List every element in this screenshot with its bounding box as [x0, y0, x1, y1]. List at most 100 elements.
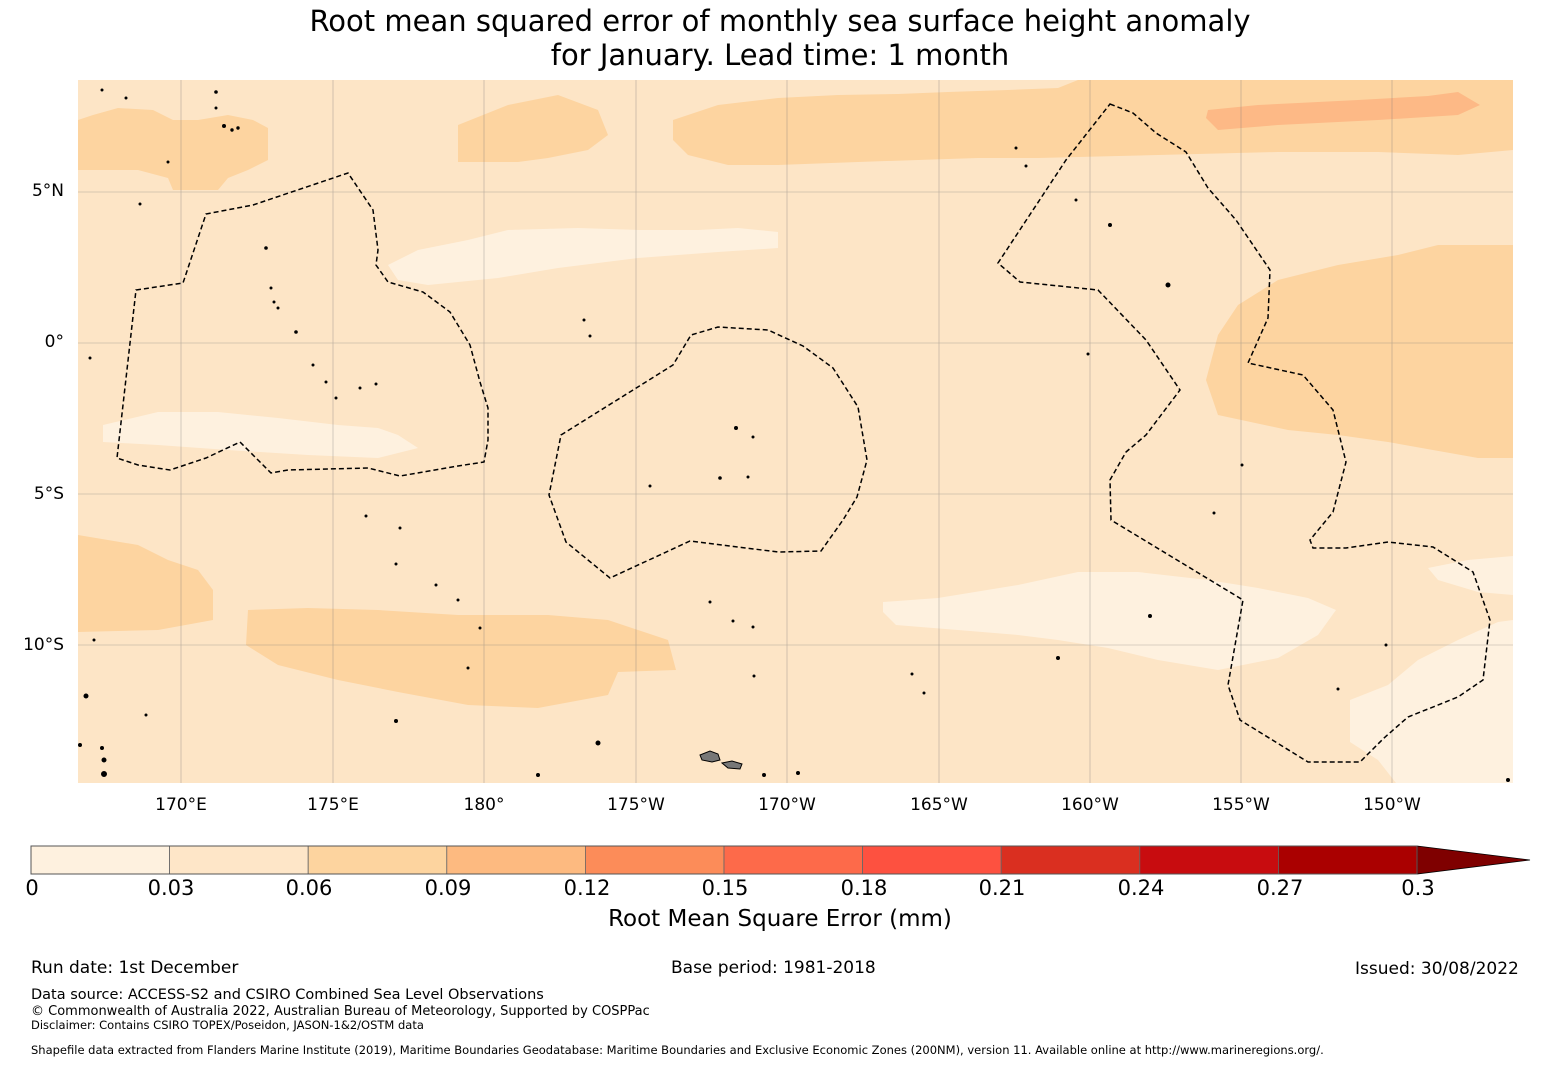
base-period: Base period: 1981-2018	[671, 958, 876, 978]
island	[214, 106, 218, 110]
colorbar-label: Root Mean Square Error (mm)	[608, 906, 952, 932]
island	[796, 771, 800, 775]
island	[374, 382, 378, 386]
colorbar-segment	[169, 845, 309, 875]
lon-label: 150°W	[1363, 795, 1421, 815]
eez-boundaries	[116, 103, 1491, 763]
island	[83, 693, 89, 699]
island	[230, 128, 234, 132]
island	[324, 380, 328, 384]
island	[272, 300, 276, 304]
island	[434, 583, 438, 587]
region-low-far-se	[1350, 620, 1513, 783]
region-hotspot-ne	[1206, 92, 1480, 130]
region-north-east	[673, 80, 1513, 165]
island	[236, 126, 240, 130]
shapefile-credit: Shapefile data extracted from Flanders M…	[31, 1043, 1324, 1057]
eez-tuvalu-tokelau	[548, 326, 868, 579]
colorbar-segment	[585, 845, 725, 875]
island	[294, 330, 298, 334]
run-date: Run date: 1st December	[31, 958, 239, 978]
island	[718, 476, 722, 480]
colorbar-segment	[307, 845, 448, 875]
island	[92, 638, 96, 642]
island	[1240, 463, 1244, 467]
colorbar-segment	[1139, 845, 1279, 875]
colorbar-segment	[1000, 845, 1141, 875]
rmse-map	[78, 80, 1513, 783]
region-low-southeast	[883, 572, 1336, 670]
title-line-2: for January. Lead time: 1 month	[550, 38, 1010, 72]
colorbar-extension-arrow	[1416, 845, 1531, 875]
data-source: Data source: ACCESS-S2 and CSIRO Combine…	[31, 987, 544, 1003]
colorbar-segment	[723, 845, 864, 875]
island	[1506, 778, 1510, 782]
island	[398, 526, 402, 530]
island	[910, 672, 914, 676]
island	[358, 386, 362, 390]
rmse-field-0-0.03	[103, 228, 1513, 783]
islands	[78, 88, 1510, 782]
island	[746, 475, 750, 479]
island	[334, 396, 338, 400]
lon-label: 175°W	[607, 795, 665, 815]
colorbar-segment	[30, 845, 171, 875]
colorbar-segment	[862, 845, 1002, 875]
lat-label: 0°	[44, 332, 64, 352]
island	[269, 286, 273, 290]
island	[595, 740, 601, 746]
island	[222, 124, 226, 128]
island	[1165, 282, 1171, 288]
island	[648, 484, 652, 488]
lat-label: 5°S	[33, 484, 64, 504]
eez-kiribati-gilbert	[116, 172, 489, 477]
island	[138, 202, 142, 206]
colorbar-tick: 0.03	[147, 876, 195, 900]
island	[1056, 656, 1060, 660]
island	[394, 562, 398, 566]
island	[394, 719, 398, 723]
island	[582, 318, 586, 322]
island	[734, 426, 738, 430]
island-savaii	[699, 750, 721, 763]
region-nw-band	[78, 108, 268, 190]
lon-label: 170°E	[155, 795, 207, 815]
island	[1014, 146, 1018, 150]
island	[478, 626, 482, 630]
colorbar-tick: 0	[25, 876, 39, 900]
island	[731, 619, 735, 623]
island	[1024, 164, 1028, 168]
colorbar-tick: 0.24	[1117, 876, 1165, 900]
island	[1336, 687, 1340, 691]
colorbar-tick: 0.27	[1256, 876, 1304, 900]
island	[1212, 511, 1216, 515]
colorbar-tick: 0.3	[1401, 876, 1435, 900]
region-north-center	[458, 95, 608, 162]
island	[264, 246, 268, 250]
rmse-field-0.06-0.09	[78, 80, 1513, 708]
island	[751, 435, 755, 439]
lon-label: 155°W	[1212, 795, 1270, 815]
lat-label: 10°S	[23, 635, 64, 655]
region-sw	[78, 535, 213, 632]
colorbar-tick: 0.09	[424, 876, 472, 900]
island	[1108, 223, 1112, 227]
disclaimer: Disclaimer: Contains CSIRO TOPEX/Poseido…	[31, 1018, 424, 1032]
island	[752, 674, 756, 678]
lon-label: 170°W	[758, 795, 816, 815]
colorbar-tick: 0.12	[563, 876, 611, 900]
island	[166, 160, 170, 164]
colorbar-tick: 0.18	[840, 876, 888, 900]
colorbar	[30, 845, 1531, 875]
island	[100, 746, 104, 750]
colorbar-segment	[446, 845, 586, 875]
colorbar-segments	[30, 845, 1418, 875]
region-south-center	[246, 608, 676, 708]
samoa-islands	[699, 750, 743, 770]
island	[276, 306, 280, 310]
lon-label: 180°	[463, 795, 505, 815]
island	[1086, 352, 1090, 356]
island-upolu	[720, 760, 743, 770]
title-line-1: Root mean squared error of monthly sea s…	[309, 4, 1251, 38]
copyright: © Commonwealth of Australia 2022, Austra…	[31, 1004, 650, 1019]
